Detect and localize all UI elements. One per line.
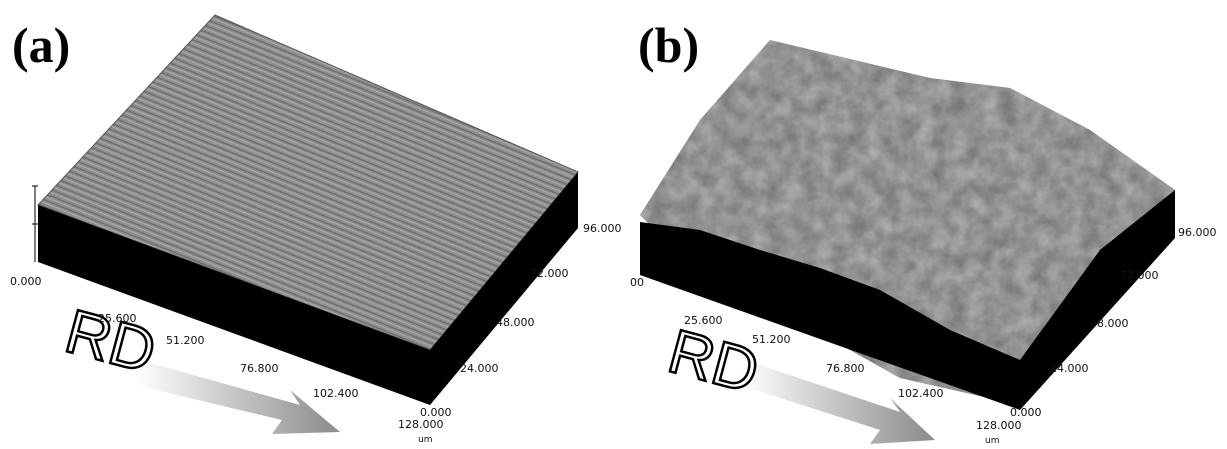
panel-label: (a) bbox=[12, 17, 70, 73]
x-axis-label: 102.400 bbox=[898, 387, 944, 400]
x-axis-label: 00 bbox=[630, 276, 644, 289]
x-axis-label: 102.400 bbox=[313, 387, 359, 400]
figure: (a) RD 0.000 25.600 51.200 76.800 102.40… bbox=[0, 0, 1227, 449]
y-axis-label: 0.000 bbox=[1010, 406, 1042, 419]
y-axis-label: 72.000 bbox=[1120, 269, 1159, 282]
y-axis-label: 24.000 bbox=[1050, 362, 1089, 375]
rd-arrow bbox=[135, 360, 340, 434]
panel-a: (a) RD 0.000 25.600 51.200 76.800 102.40… bbox=[10, 15, 622, 445]
x-axis-label: 0.000 bbox=[10, 275, 42, 288]
x-axis-label: 128.000 bbox=[398, 418, 444, 431]
panel-b: (b) RD 00 25.600 51.200 76.800 102.400 1… bbox=[630, 17, 1217, 446]
panel-label: (b) bbox=[638, 17, 699, 73]
y-axis-label: 96.000 bbox=[583, 222, 622, 235]
y-axis-label: 0.000 bbox=[420, 406, 452, 419]
y-axis-label: 96.000 bbox=[1178, 226, 1217, 239]
x-axis-label: 76.800 bbox=[240, 362, 279, 375]
y-axis-label: 72.000 bbox=[530, 267, 569, 280]
x-unit: um bbox=[985, 436, 999, 446]
y-axis-label: 48.000 bbox=[496, 316, 535, 329]
y-axis-label: 24.000 bbox=[460, 362, 499, 375]
x-axis-label: 51.200 bbox=[752, 333, 791, 346]
y-axis-label: 48.000 bbox=[1090, 317, 1129, 330]
x-axis-label: 51.200 bbox=[166, 334, 205, 347]
rd-label: RD bbox=[661, 317, 765, 407]
x-axis-label: 76.800 bbox=[826, 362, 865, 375]
x-unit: um bbox=[418, 435, 432, 445]
x-axis-label: 25.600 bbox=[684, 314, 723, 327]
z-scale bbox=[32, 186, 38, 262]
x-axis-label: 25.600 bbox=[98, 312, 137, 325]
x-axis-label: 128.000 bbox=[976, 419, 1022, 432]
rd-label: RD bbox=[58, 297, 162, 387]
